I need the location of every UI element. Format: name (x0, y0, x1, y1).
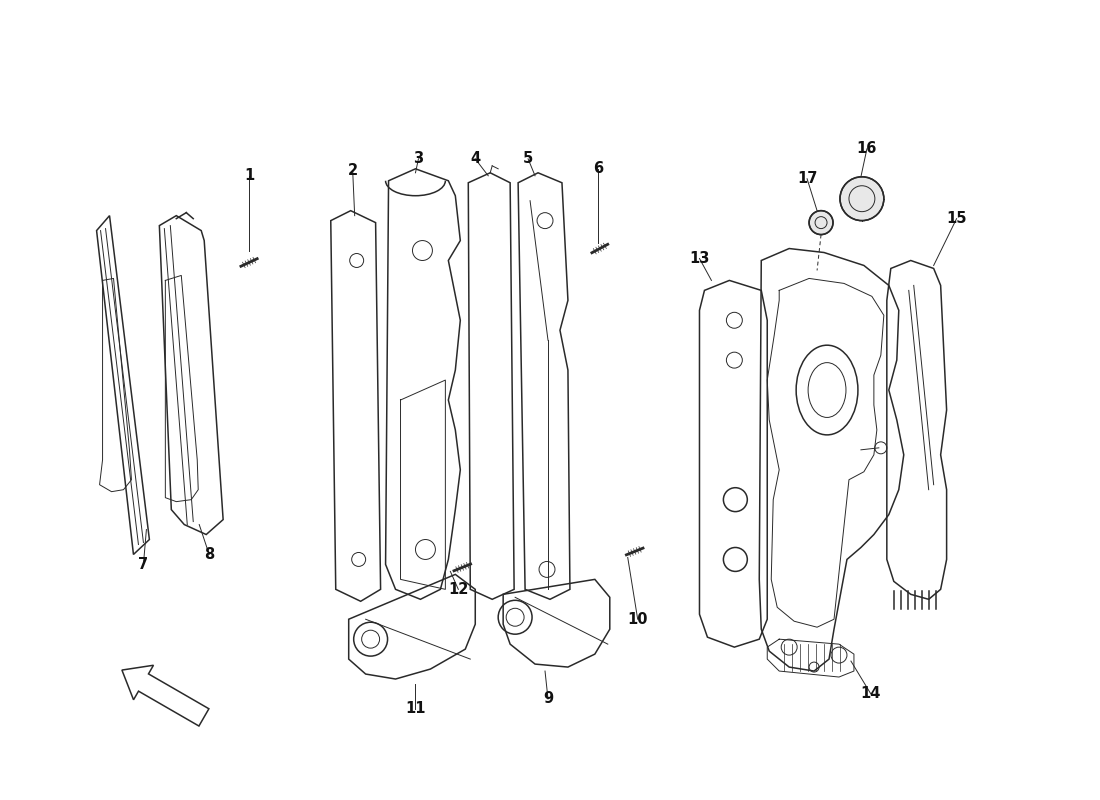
Text: 5: 5 (522, 151, 534, 166)
Text: 14: 14 (860, 686, 881, 702)
Text: 6: 6 (593, 162, 603, 176)
Text: 7: 7 (139, 557, 148, 572)
Text: 1: 1 (244, 168, 254, 183)
Text: 10: 10 (627, 612, 648, 626)
Text: 8: 8 (205, 547, 214, 562)
Text: 2: 2 (348, 163, 358, 178)
Text: 15: 15 (946, 211, 967, 226)
Text: 12: 12 (448, 582, 469, 597)
Text: 4: 4 (470, 151, 481, 166)
Text: 16: 16 (857, 142, 877, 156)
Text: 3: 3 (414, 151, 424, 166)
Circle shape (810, 210, 833, 234)
Text: 11: 11 (405, 702, 426, 717)
Polygon shape (122, 666, 209, 726)
Circle shape (840, 177, 883, 221)
Text: 17: 17 (796, 171, 817, 186)
Text: 13: 13 (690, 251, 710, 266)
Text: 9: 9 (543, 691, 553, 706)
